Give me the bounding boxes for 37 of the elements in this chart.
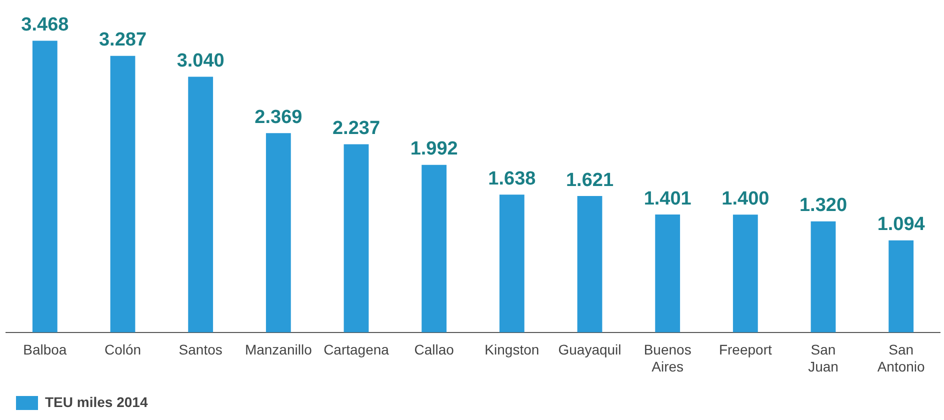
data-label: 1.320 — [799, 195, 848, 216]
x-tick-label: Santos — [178, 342, 222, 358]
x-tick-label: Buenos Aires — [644, 342, 692, 374]
legend-label: TEU miles 2014 — [45, 394, 148, 410]
x-tick-label: Balboa — [23, 342, 67, 358]
data-label: 1.621 — [566, 170, 614, 191]
bar — [32, 40, 58, 332]
bar — [499, 194, 524, 332]
x-tick-label: Freeport — [718, 342, 772, 358]
data-label: 3.287 — [98, 30, 147, 51]
x-tick-label: San Antonio — [877, 342, 926, 374]
data-label: 1.094 — [877, 214, 926, 236]
bar — [888, 240, 914, 332]
bar — [188, 76, 214, 332]
bar — [344, 144, 369, 332]
data-label: 3.468 — [21, 14, 69, 36]
x-tick-label: Colón — [104, 342, 142, 358]
bar — [732, 214, 758, 332]
x-tick-label: Kingston — [484, 342, 540, 358]
bar — [266, 133, 291, 332]
bar — [655, 214, 680, 332]
x-tick-label: Guayaquil — [558, 342, 622, 358]
x-tick-label: Cartagena — [324, 342, 390, 358]
data-label: 1.400 — [722, 188, 770, 210]
data-label: 1.638 — [488, 168, 536, 190]
data-label: 2.237 — [332, 118, 380, 139]
data-label: 2.369 — [254, 106, 302, 128]
data-label: 3.040 — [176, 50, 224, 72]
x-tick-label: San Juan — [808, 342, 838, 374]
data-label: 1.992 — [410, 138, 458, 160]
x-tick-label: Callao — [414, 342, 454, 358]
data-label: 1.401 — [644, 188, 692, 210]
bar — [110, 56, 136, 332]
bar — [810, 221, 836, 332]
x-tick-label: Manzanillo — [244, 342, 312, 358]
bar — [422, 164, 447, 332]
bar — [577, 196, 602, 332]
